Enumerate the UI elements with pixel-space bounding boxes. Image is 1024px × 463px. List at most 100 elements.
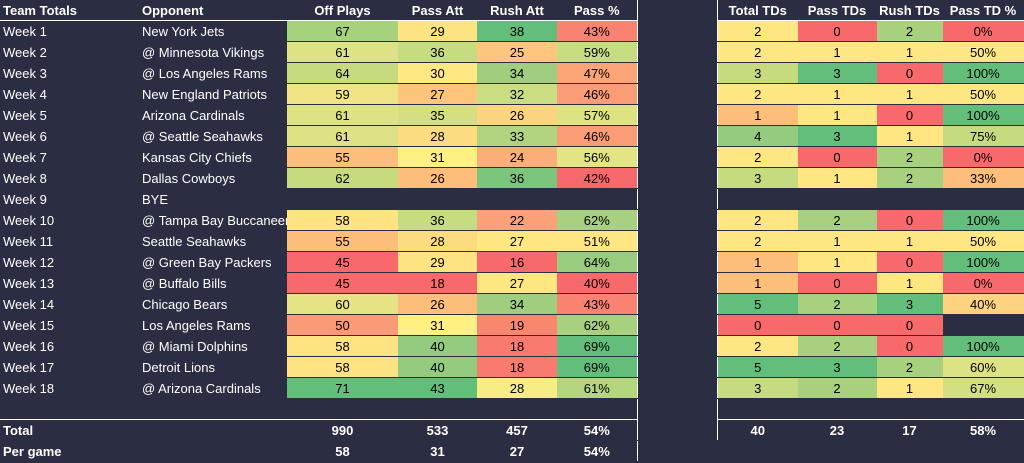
table-row: 3 2 1 67% [717,377,1024,399]
pass-tds-cell: 0 [797,146,877,168]
rush-tds-cell: 2 [876,167,943,189]
total-tds-cell: 2 [717,83,798,105]
off-plays-cell: 45 [287,251,398,273]
opponent-name: Detroit Lions [139,356,287,378]
pass-td-pct-cell: 0% [942,20,1024,42]
opponent-name: @ Minnesota Vikings [139,41,287,63]
total-row: Total 990 533 457 54% [0,419,637,441]
right-header-row: Total TDs Pass TDs Rush TDs Pass TD % [717,0,1024,21]
pass-pct-cell: 62% [557,314,637,336]
rush-tds-cell: 2 [876,146,943,168]
pass-pct-cell: 46% [557,125,637,147]
opponent-name: @ Los Angeles Rams [139,62,287,84]
pass-td-pct-cell: 40% [942,293,1024,315]
header-opponent: Opponent [139,0,287,21]
off-plays-cell: 61 [287,125,398,147]
table-row: Week 12 @ Green Bay Packers 45 29 16 64% [0,251,637,273]
pass-td-pct-cell: 100% [942,335,1024,357]
total-pass-tds: 23 [797,419,877,441]
table-row: Week 9 BYE [0,188,637,210]
off-plays-cell: 64 [287,62,398,84]
rush-att-cell: 27 [477,272,557,294]
total-total-tds: 40 [717,419,798,441]
rush-tds-cell: 2 [876,20,943,42]
right-spacer-cell [718,399,1024,420]
table-row: Week 10 @ Tampa Bay Buccaneers 58 36 22 62% [0,209,637,231]
pass-att-cell: 31 [398,314,477,336]
opponent-name: Chicago Bears [139,293,287,315]
pass-att-cell: 29 [398,20,477,42]
rush-att-cell: 18 [477,356,557,378]
pass-pct-cell: 51% [557,230,637,252]
week-label: Week 8 [0,167,139,189]
total-tds-cell: 1 [717,272,798,294]
pass-att-cell: 28 [398,230,477,252]
pass-td-pct-cell: 50% [942,41,1024,63]
week-label: Week 15 [0,314,139,336]
pass-tds-cell: 2 [797,293,877,315]
rush-att-cell: 26 [477,104,557,126]
pass-tds-cell: 3 [797,356,877,378]
pass-pct-cell: 69% [557,335,637,357]
pass-att-cell: 29 [398,251,477,273]
rush-tds-cell: 1 [876,41,943,63]
rush-tds-cell: 1 [876,377,943,399]
rush-tds-cell: 0 [876,335,943,357]
pass-tds-cell: 3 [797,62,877,84]
rush-att-cell [477,188,557,210]
per-game-label: Per game [0,440,139,462]
table-row: 1 0 1 0% [717,272,1024,294]
total-rush-tds: 17 [876,419,943,441]
header-off-plays: Off Plays [287,0,398,21]
table-row: Week 16 @ Miami Dolphins 58 40 18 69% [0,335,637,357]
pass-td-pct-cell: 33% [942,167,1024,189]
total-tds-cell: 0 [717,314,798,336]
off-plays-cell: 60 [287,293,398,315]
off-plays-cell: 50 [287,314,398,336]
pass-att-cell: 36 [398,209,477,231]
week-label: Week 7 [0,146,139,168]
pass-tds-cell: 1 [797,167,877,189]
pass-pct-cell: 40% [557,272,637,294]
pass-att-cell: 40 [398,356,477,378]
week-label: Week 3 [0,62,139,84]
pass-td-pct-cell: 67% [942,377,1024,399]
table-row: Week 15 Los Angeles Rams 50 31 19 62% [0,314,637,336]
total-tds-cell: 2 [717,335,798,357]
table-row: 2 0 2 0% [717,146,1024,168]
total-tds-cell: 3 [717,167,798,189]
per-game-pass-pct: 54% [557,440,637,462]
pass-td-pct-cell [942,188,1024,210]
table-row: Week 7 Kansas City Chiefs 55 31 24 56% [0,146,637,168]
table-row: 1 1 0 100% [717,251,1024,273]
total-label: Total [0,419,139,441]
week-label: Week 9 [0,188,139,210]
rush-att-cell: 16 [477,251,557,273]
pass-pct-cell: 42% [557,167,637,189]
pass-pct-cell: 62% [557,209,637,231]
pass-tds-cell: 2 [797,335,877,357]
pass-td-pct-cell: 0% [942,272,1024,294]
total-tds-cell: 1 [717,251,798,273]
opponent-name: Seattle Seahawks [139,230,287,252]
total-tds-cell: 2 [717,146,798,168]
total-tds-cell: 3 [717,377,798,399]
pass-td-pct-cell: 100% [942,62,1024,84]
table-row: Week 6 @ Seattle Seahawks 61 28 33 46% [0,125,637,147]
rush-tds-cell: 0 [876,251,943,273]
table-row: 5 3 2 60% [717,356,1024,378]
opponent-name: @ Seattle Seahawks [139,125,287,147]
rush-att-cell: 34 [477,293,557,315]
pass-att-cell: 35 [398,104,477,126]
pass-pct-cell [557,188,637,210]
total-tds-cell: 2 [717,41,798,63]
pass-tds-cell: 0 [797,272,877,294]
opponent-name: Arizona Cardinals [139,104,287,126]
pass-pct-cell: 61% [557,377,637,399]
rush-tds-cell: 0 [876,62,943,84]
table-row: Week 14 Chicago Bears 60 26 34 43% [0,293,637,315]
rush-tds-cell: 1 [876,125,943,147]
rush-tds-cell: 3 [876,293,943,315]
opponent-name: @ Tampa Bay Buccaneers [139,209,287,231]
